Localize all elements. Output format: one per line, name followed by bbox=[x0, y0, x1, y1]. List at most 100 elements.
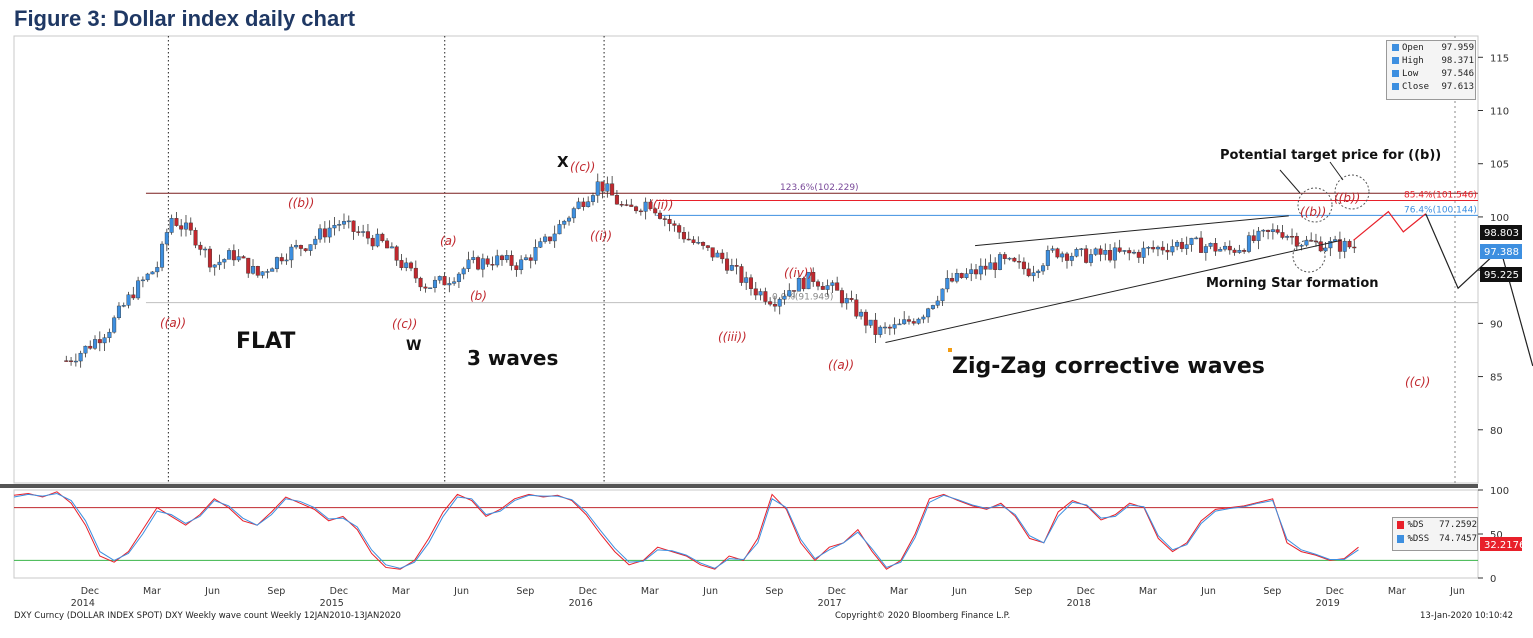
candle-body bbox=[806, 272, 811, 290]
footer-timestamp: 13-Jan-2020 10:10:42 bbox=[1420, 611, 1514, 621]
candle-body bbox=[839, 290, 844, 304]
candle-body bbox=[509, 255, 514, 266]
footer-copyright: Copyright© 2020 Bloomberg Finance L.P. bbox=[835, 611, 1011, 621]
candle-body bbox=[911, 321, 916, 324]
candle-body bbox=[758, 291, 763, 296]
candle-body bbox=[212, 264, 217, 268]
candle-body bbox=[552, 233, 557, 242]
target-arrow bbox=[1279, 169, 1301, 194]
x-month-label: Sep bbox=[516, 586, 534, 597]
legend-swatch bbox=[1392, 44, 1399, 51]
candle-body bbox=[490, 264, 495, 266]
target-arrow bbox=[1329, 161, 1344, 181]
target-circle bbox=[1297, 187, 1333, 223]
legend-key: Close bbox=[1402, 81, 1430, 92]
candle-body bbox=[1184, 244, 1189, 249]
candle-body bbox=[193, 230, 198, 246]
wave-label: ((ii)) bbox=[648, 198, 673, 212]
candle-body bbox=[1141, 247, 1146, 258]
candle-body bbox=[543, 236, 548, 242]
candle-body bbox=[83, 345, 88, 354]
candle-body bbox=[231, 250, 236, 261]
candle-body bbox=[725, 258, 730, 271]
candle-body bbox=[303, 248, 308, 251]
candle-body bbox=[413, 267, 418, 279]
candle-body bbox=[830, 282, 835, 286]
candle-body bbox=[940, 288, 945, 302]
candle-body bbox=[1146, 247, 1151, 249]
wave-label: ((b)) bbox=[288, 196, 314, 210]
candle-body bbox=[1175, 241, 1180, 247]
candle-body bbox=[1041, 265, 1046, 272]
figure-title: Figure 3: Dollar index daily chart bbox=[14, 6, 356, 31]
candle-body bbox=[1021, 261, 1026, 270]
stoch-tag bbox=[1480, 537, 1522, 551]
candle-body bbox=[1328, 241, 1333, 249]
candle-body bbox=[1189, 237, 1194, 245]
candles-layer bbox=[64, 173, 1357, 368]
candle-body bbox=[1165, 249, 1170, 253]
candle-body bbox=[523, 257, 528, 260]
candle-body bbox=[183, 222, 188, 230]
x-month-label: Sep bbox=[1263, 586, 1281, 597]
candle-body bbox=[873, 319, 878, 335]
candle-body bbox=[533, 247, 538, 261]
candle-body bbox=[557, 224, 562, 235]
legend-swatch bbox=[1392, 70, 1399, 77]
candle-body bbox=[160, 243, 165, 268]
fib-level-label: 76.4%(100.144) bbox=[1404, 205, 1477, 215]
legend-swatch bbox=[1392, 57, 1399, 64]
candle-body bbox=[1026, 268, 1031, 277]
candle-body bbox=[1170, 246, 1175, 253]
legend-value: 97.546 bbox=[1441, 68, 1474, 79]
candle-body bbox=[1208, 243, 1213, 247]
stoch-ds-line bbox=[13, 491, 1359, 570]
candle-body bbox=[270, 268, 275, 272]
candle-body bbox=[1127, 250, 1132, 254]
footer-source: DXY Curncy (DOLLAR INDEX SPOT) DXY Weekl… bbox=[14, 611, 401, 621]
candle-body bbox=[677, 225, 682, 233]
wave-label: ((c)) bbox=[1405, 375, 1430, 389]
candle-body bbox=[308, 244, 313, 251]
candle-body bbox=[739, 266, 744, 283]
fib-level-label: 85.4%(101.546) bbox=[1404, 190, 1477, 200]
candle-body bbox=[274, 257, 279, 269]
wave-label: (b) bbox=[470, 289, 487, 303]
candle-body bbox=[1237, 249, 1242, 253]
candle-body bbox=[418, 277, 423, 288]
candle-body bbox=[1079, 248, 1084, 250]
candle-body bbox=[102, 337, 107, 344]
ohlc-row-close: Close 97.613 bbox=[1387, 80, 1475, 93]
chart-annotation: X bbox=[557, 153, 569, 171]
candle-body bbox=[150, 271, 155, 275]
x-month-label: Dec bbox=[330, 586, 348, 597]
candle-body bbox=[389, 246, 394, 249]
candle-body bbox=[198, 244, 203, 250]
candle-body bbox=[945, 278, 950, 290]
x-month-label: Jun bbox=[453, 586, 469, 597]
candle-body bbox=[1064, 253, 1069, 261]
candle-body bbox=[1017, 261, 1022, 263]
candle-body bbox=[619, 204, 624, 206]
x-month-label: Dec bbox=[579, 586, 597, 597]
fib-level-label: 123.6%(102.229) bbox=[780, 183, 859, 193]
candle-body bbox=[322, 228, 327, 238]
candle-body bbox=[356, 231, 361, 233]
stoch-tick-label: 0 bbox=[1490, 574, 1496, 585]
candle-body bbox=[480, 258, 485, 270]
candle-body bbox=[1261, 229, 1266, 232]
candle-body bbox=[816, 281, 821, 287]
candle-body bbox=[571, 208, 576, 219]
candle-body bbox=[744, 277, 749, 283]
candle-body bbox=[567, 217, 572, 222]
candle-body bbox=[332, 224, 337, 229]
candle-body bbox=[265, 271, 270, 273]
candle-body bbox=[394, 246, 399, 261]
candle-body bbox=[485, 258, 490, 265]
candle-body bbox=[385, 240, 390, 249]
candle-body bbox=[844, 298, 849, 304]
candle-body bbox=[1108, 250, 1113, 261]
candle-body bbox=[437, 276, 442, 281]
candle-body bbox=[121, 305, 126, 307]
price-tag bbox=[1480, 244, 1522, 259]
